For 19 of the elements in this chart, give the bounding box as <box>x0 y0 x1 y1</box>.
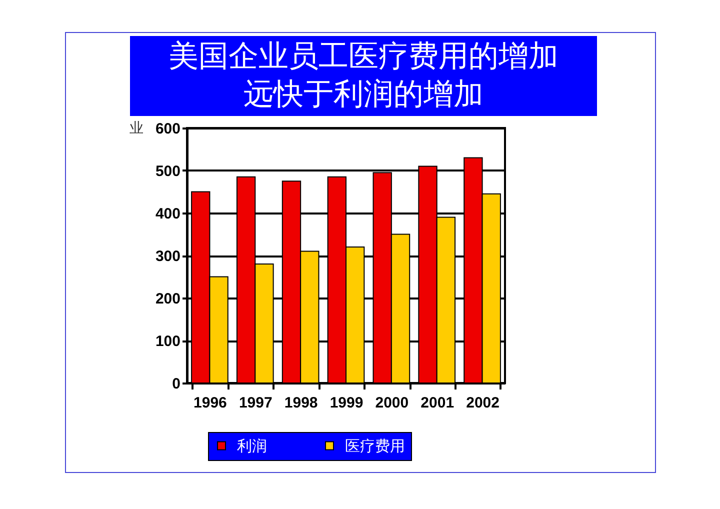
x-tick-label: 2001 <box>420 394 454 412</box>
y-axis-title: 业 <box>130 120 144 136</box>
x-tick-label: 1999 <box>330 394 364 412</box>
y-tick-label: 300 <box>155 248 180 265</box>
x-tick-label: 2000 <box>375 394 409 412</box>
y-tick-label: 100 <box>155 333 180 350</box>
y-tick-label: 200 <box>155 290 180 308</box>
x-tick-label: 2002 <box>466 394 500 412</box>
title-banner: 美国企业员工医疗费用的增加远快于利润的增加 <box>130 36 597 116</box>
x-tick-label: 1998 <box>284 394 318 412</box>
x-tick-label: 1996 <box>194 394 227 412</box>
legend-label: 医疗费用 <box>345 436 405 455</box>
y-tick-label: 0 <box>172 376 180 392</box>
legend-label: 利润 <box>237 436 267 455</box>
chart-title: 美国企业员工医疗费用的增加远快于利润的增加 <box>168 38 560 114</box>
y-tick-label: 600 <box>155 120 180 138</box>
x-tick-label: 1997 <box>238 394 272 412</box>
y-tick-label: 500 <box>155 163 180 180</box>
y-tick-label: 400 <box>155 206 180 222</box>
